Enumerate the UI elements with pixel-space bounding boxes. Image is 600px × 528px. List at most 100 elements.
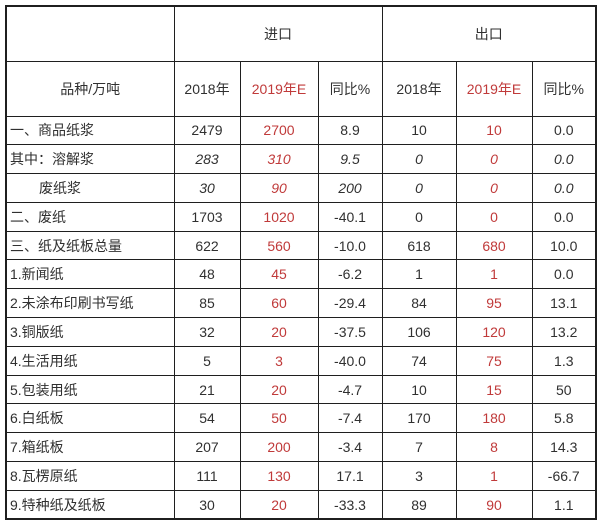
table-header: 进口 出口 品种/万吨 2018年 2019年E 同比% 2018年 2019年E 同比%	[5, 5, 597, 117]
value-cell: 170	[381, 403, 457, 434]
value-cell: 95	[455, 288, 533, 319]
value-cell: 15	[455, 374, 533, 405]
group-header-export: 出口	[381, 5, 597, 62]
value-cell: 13.2	[531, 317, 597, 347]
value-cell: -37.5	[317, 317, 383, 347]
value-cell: -6.2	[317, 259, 383, 290]
row-label: 7.箱纸板	[5, 432, 175, 463]
value-cell: 618	[381, 230, 457, 261]
group-header-spacer	[5, 5, 175, 62]
row-label: 废纸浆	[5, 173, 175, 203]
value-cell: 20	[239, 374, 319, 405]
value-cell: 10	[381, 374, 457, 405]
row-label: 二、废纸	[5, 201, 175, 232]
value-cell: 9.5	[317, 144, 383, 175]
table-group-header-row: 进口 出口	[5, 5, 597, 62]
value-cell: 310	[239, 144, 319, 175]
table-body: 一、商品纸浆 2479 2700 8.9 10 10 0.0 其中：溶解浆 283 310 9.5 0…	[5, 115, 597, 520]
value-cell: -7.4	[317, 403, 383, 434]
value-cell: -29.4	[317, 288, 383, 319]
value-cell: 50	[531, 374, 597, 405]
value-cell: 30	[173, 489, 241, 520]
value-cell: 84	[381, 288, 457, 319]
value-cell: 1	[455, 259, 533, 290]
table-row: 其中：溶解浆 283 310 9.5 0 0 0.0	[5, 144, 597, 175]
value-cell: 0	[381, 201, 457, 232]
value-cell: 20	[239, 317, 319, 347]
table-row: 1.新闻纸 48 45 -6.2 1 1 0.0	[5, 259, 597, 290]
column-header: 同比%	[531, 60, 597, 117]
value-cell: 207	[173, 432, 241, 463]
table-row: 三、纸及纸板总量 622 560 -10.0 618 680 10.0	[5, 230, 597, 261]
value-cell: 48	[173, 259, 241, 290]
value-cell: 1.1	[531, 489, 597, 520]
table-row: 5.包装用纸 21 20 -4.7 10 15 50	[5, 374, 597, 405]
value-cell: 50	[239, 403, 319, 434]
table-row: 2.未涂布印刷书写纸 85 60 -29.4 84 95 13.1	[5, 288, 597, 319]
value-cell: 3	[381, 461, 457, 491]
value-cell: -66.7	[531, 461, 597, 491]
table-row: 3.铜版纸 32 20 -37.5 106 120 13.2	[5, 317, 597, 347]
value-cell: 20	[239, 489, 319, 520]
value-cell: 0.0	[531, 259, 597, 290]
row-label: 8.瓦楞原纸	[5, 461, 175, 491]
value-cell: -40.1	[317, 201, 383, 232]
value-cell: 0	[455, 144, 533, 175]
value-cell: -4.7	[317, 374, 383, 405]
value-cell: 8	[455, 432, 533, 463]
value-cell: 8.9	[317, 115, 383, 146]
table-row: 一、商品纸浆 2479 2700 8.9 10 10 0.0	[5, 115, 597, 146]
value-cell: 1	[455, 461, 533, 491]
value-cell: -33.3	[317, 489, 383, 520]
value-cell: 130	[239, 461, 319, 491]
value-cell: 10	[455, 115, 533, 146]
value-cell: -10.0	[317, 230, 383, 261]
column-header: 同比%	[317, 60, 383, 117]
row-label: 3.铜版纸	[5, 317, 175, 347]
row-label: 4.生活用纸	[5, 345, 175, 376]
value-cell: 1020	[239, 201, 319, 232]
value-cell: 1.3	[531, 345, 597, 376]
column-header: 2018年	[381, 60, 457, 117]
value-cell: 0	[381, 173, 457, 203]
value-cell: 54	[173, 403, 241, 434]
group-header-import: 进口	[173, 5, 383, 62]
value-cell: -3.4	[317, 432, 383, 463]
value-cell: 106	[381, 317, 457, 347]
table-row: 9.特种纸及纸板 30 20 -33.3 89 90 1.1	[5, 489, 597, 520]
column-header-variety: 品种/万吨	[5, 60, 175, 117]
column-header: 2019年E	[239, 60, 319, 117]
table-row: 4.生活用纸 5 3 -40.0 74 75 1.3	[5, 345, 597, 376]
value-cell: 0	[381, 144, 457, 175]
import-export-table: 进口 出口 品种/万吨 2018年 2019年E 同比% 2018年 2019年E 同比% 一…	[5, 5, 598, 521]
value-cell: 560	[239, 230, 319, 261]
row-label: 9.特种纸及纸板	[5, 489, 175, 520]
row-label: 1.新闻纸	[5, 259, 175, 290]
value-cell: 14.3	[531, 432, 597, 463]
value-cell: 3	[239, 345, 319, 376]
value-cell: 680	[455, 230, 533, 261]
table-row: 7.箱纸板 207 200 -3.4 7 8 14.3	[5, 432, 597, 463]
value-cell: 111	[173, 461, 241, 491]
value-cell: 45	[239, 259, 319, 290]
row-label: 三、纸及纸板总量	[5, 230, 175, 261]
value-cell: 5.8	[531, 403, 597, 434]
value-cell: 0	[455, 201, 533, 232]
value-cell: 89	[381, 489, 457, 520]
row-label: 5.包装用纸	[5, 374, 175, 405]
value-cell: 32	[173, 317, 241, 347]
value-cell: 74	[381, 345, 457, 376]
value-cell: 13.1	[531, 288, 597, 319]
row-label: 其中：溶解浆	[5, 144, 175, 175]
table-row: 废纸浆 30 90 200 0 0 0.0	[5, 173, 597, 203]
value-cell: 1	[381, 259, 457, 290]
value-cell: 200	[239, 432, 319, 463]
value-cell: 10.0	[531, 230, 597, 261]
value-cell: 17.1	[317, 461, 383, 491]
value-cell: 5	[173, 345, 241, 376]
value-cell: 200	[317, 173, 383, 203]
table-header-row: 品种/万吨 2018年 2019年E 同比% 2018年 2019年E 同比%	[5, 60, 597, 117]
value-cell: 622	[173, 230, 241, 261]
value-cell: 0.0	[531, 173, 597, 203]
